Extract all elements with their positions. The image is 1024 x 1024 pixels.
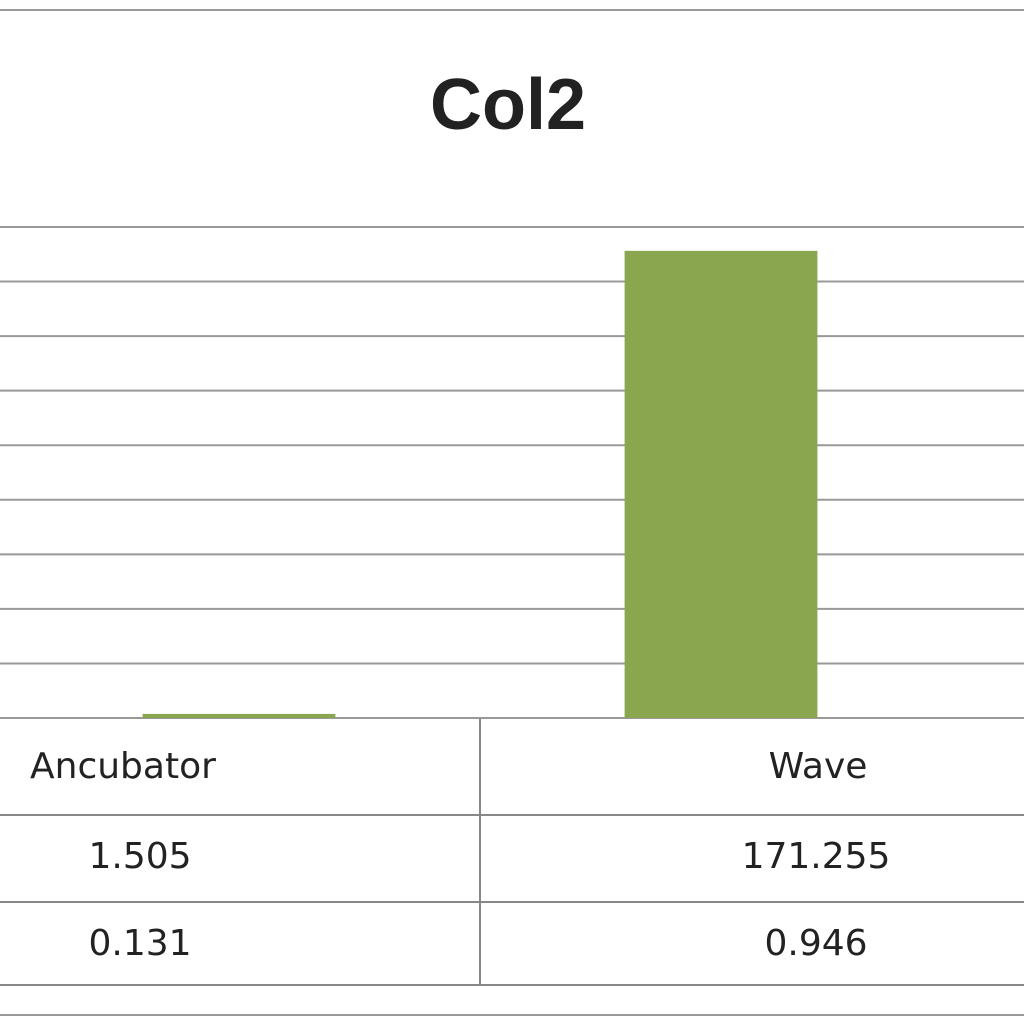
- table-value: 1.505: [88, 836, 191, 877]
- table-value: 171.255: [742, 836, 891, 877]
- bar: [624, 250, 818, 718]
- table-value: 0.946: [764, 923, 867, 964]
- category-label: Wave: [769, 746, 868, 787]
- table-value: 0.131: [88, 923, 191, 964]
- chart-title: Col2: [430, 65, 586, 145]
- category-label: Ancubator: [30, 746, 216, 787]
- bar: [142, 713, 336, 718]
